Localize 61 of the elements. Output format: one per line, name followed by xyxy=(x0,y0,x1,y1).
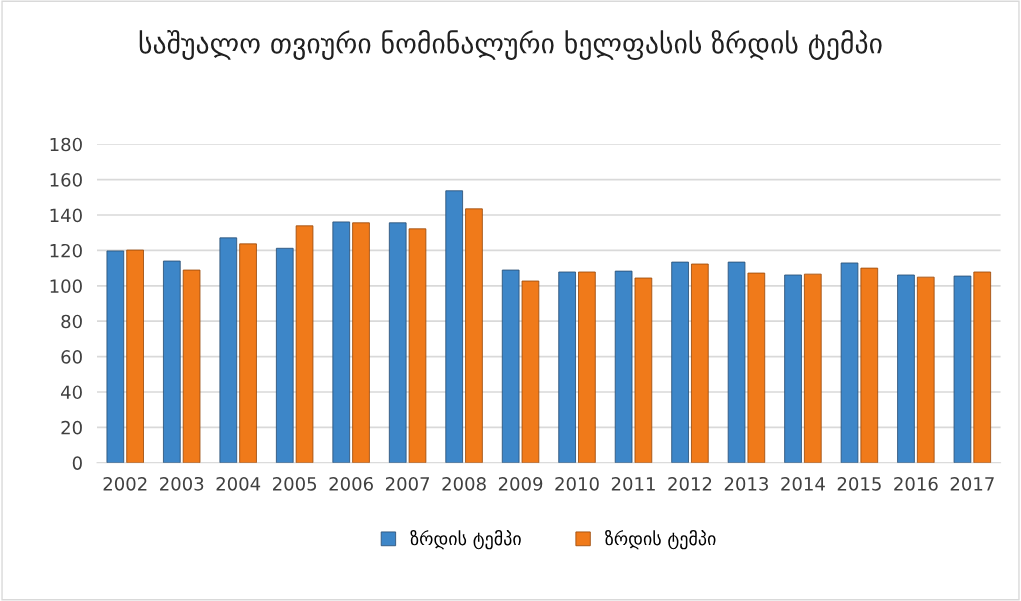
bar xyxy=(578,271,596,463)
x-tick-label: 2005 xyxy=(273,476,317,491)
y-tick-label: 140 xyxy=(50,208,82,223)
bar xyxy=(352,222,370,463)
bar xyxy=(840,262,859,463)
x-tick-label: 2016 xyxy=(894,476,938,491)
bar xyxy=(916,276,935,463)
x-tick-label: 2003 xyxy=(160,476,204,491)
bar xyxy=(465,208,483,463)
chart-title: საშუალო თვიური ნომინალური ხელფასის ზრდის ტემპი xyxy=(139,30,882,60)
bar xyxy=(388,222,407,463)
bar xyxy=(803,273,822,463)
x-tick-label: 2010 xyxy=(555,476,599,491)
bar xyxy=(558,271,576,463)
bar xyxy=(239,243,257,463)
bar xyxy=(219,237,238,463)
bar xyxy=(784,274,802,463)
x-tick-label: 2007 xyxy=(385,476,430,491)
bar xyxy=(614,270,633,463)
y-tick-label: 0 xyxy=(72,456,82,470)
bar xyxy=(126,249,144,463)
bar xyxy=(445,190,464,463)
bar xyxy=(897,274,915,463)
x-tick-label: 2004 xyxy=(216,476,261,491)
x-tick-label: 2008 xyxy=(442,476,486,491)
x-tick-label: 2009 xyxy=(498,476,543,491)
x-tick-label: 2002 xyxy=(103,476,147,491)
legend-label: ზრდის ტემპი xyxy=(605,529,716,550)
x-tick-label: 2014 xyxy=(781,476,825,491)
bar xyxy=(634,277,653,463)
y-tick-label: 120 xyxy=(50,243,82,258)
y-tick-label: 180 xyxy=(50,137,82,152)
bar xyxy=(332,221,351,463)
x-tick-label: 2013 xyxy=(724,476,768,491)
bar xyxy=(953,275,972,463)
x-tick-label: 2015 xyxy=(837,476,881,491)
x-tick-label: 2011 xyxy=(611,476,655,491)
bar xyxy=(671,261,689,463)
bar xyxy=(182,269,201,463)
bar xyxy=(163,260,181,463)
y-tick-label: 40 xyxy=(61,385,82,400)
bar xyxy=(275,247,294,463)
x-tick-label: 2006 xyxy=(329,476,373,491)
y-tick-label: 20 xyxy=(61,420,82,435)
y-tick-label: 80 xyxy=(61,314,82,329)
bar xyxy=(727,261,746,463)
y-tick-label: 100 xyxy=(50,279,82,293)
bar xyxy=(521,280,540,463)
legend-label: ზრდის ტემპი xyxy=(410,529,521,550)
x-tick-label: 2012 xyxy=(668,476,712,491)
bar xyxy=(408,228,427,463)
bar xyxy=(973,271,992,463)
bar xyxy=(501,269,520,463)
bar xyxy=(860,267,879,463)
bar xyxy=(106,250,125,463)
y-tick-label: 160 xyxy=(50,173,82,187)
bar xyxy=(691,263,709,463)
bar xyxy=(747,272,766,463)
bar xyxy=(295,225,314,463)
x-tick-label: 2017 xyxy=(950,476,994,491)
y-tick-label: 60 xyxy=(61,350,82,364)
